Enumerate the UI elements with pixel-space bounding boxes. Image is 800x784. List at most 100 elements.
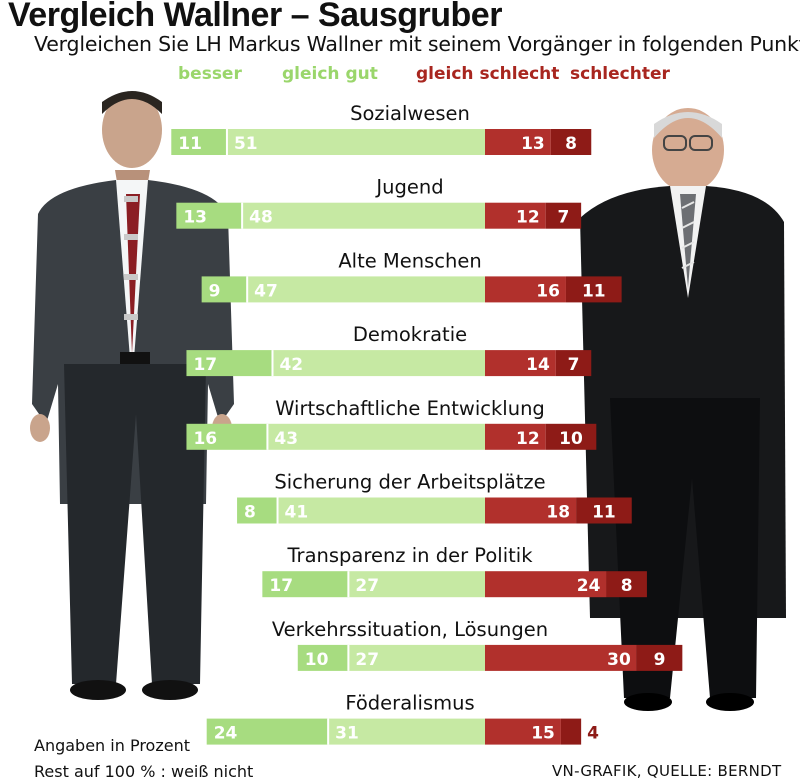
bar-besser [186, 423, 268, 450]
category-label: Föderalismus [345, 692, 474, 715]
chart-subtitle: Vergleichen Sie LH Markus Wallner mit se… [34, 32, 800, 56]
data-label-besser: 11 [178, 134, 202, 154]
bar-gleich-gut [272, 350, 485, 377]
data-label-besser: 8 [244, 503, 256, 523]
data-label-gleich-schlecht: 30 [607, 650, 631, 670]
bar-schlechter [636, 644, 683, 671]
data-label-besser: 17 [269, 576, 293, 596]
data-label-schlechter: 8 [621, 576, 633, 596]
bar-besser [206, 718, 329, 745]
data-label-schlechter: 4 [587, 724, 599, 744]
bar-separator [347, 571, 350, 598]
bar-separator [241, 202, 244, 229]
wallner-photo [30, 91, 234, 700]
category-label: Transparenz in der Politik [287, 544, 534, 567]
data-label-gleich-gut: 51 [234, 134, 258, 154]
bar-schlechter [545, 423, 597, 450]
legend-item-schlechter: schlechter [570, 64, 670, 84]
data-label-gleich-gut: 43 [274, 429, 298, 449]
bar-besser [176, 202, 243, 229]
bar-separator [271, 350, 274, 377]
data-label-besser: 17 [193, 355, 217, 375]
bar-gleich-schlecht [485, 129, 551, 155]
category-label: Demokratie [353, 323, 467, 346]
bar-gleich-schlecht [485, 497, 577, 524]
bar-schlechter [555, 350, 592, 377]
bar-schlechter [550, 129, 592, 155]
legend-item-gleich-gut: gleich gut [282, 64, 378, 84]
data-label-gleich-schlecht: 15 [531, 724, 555, 744]
bar-gleich-gut [328, 718, 485, 745]
data-label-gleich-gut: 27 [355, 576, 379, 596]
legend-item-besser: besser [178, 64, 242, 84]
bar-gleich-schlecht [485, 571, 607, 598]
bar-gleich-schlecht [485, 718, 561, 745]
data-label-gleich-schlecht: 12 [516, 208, 540, 228]
bar-gleich-gut [277, 497, 485, 524]
bar-besser [201, 276, 248, 303]
bar-schlechter [565, 276, 622, 303]
data-label-gleich-gut: 42 [279, 355, 303, 375]
bar-gleich-gut [226, 129, 485, 155]
bar-schlechter [560, 718, 582, 745]
bar-separator [276, 497, 279, 524]
bar-schlechter [576, 497, 632, 524]
bar-gleich-gut [247, 276, 485, 303]
bar-schlechter [606, 571, 647, 598]
unit-note: Angaben in Prozent [34, 736, 190, 755]
category-label: Sicherung der Arbeitsplätze [274, 471, 545, 494]
bar-gleich-gut [348, 644, 485, 671]
data-label-besser: 9 [209, 281, 221, 301]
data-label-gleich-schlecht: 14 [526, 355, 550, 375]
bar-gleich-schlecht [485, 350, 556, 377]
legend-item-gleich-schlecht: gleich schlecht [416, 64, 560, 84]
data-label-schlechter: 9 [654, 650, 666, 670]
category-label: Verkehrssituation, Lösungen [272, 618, 548, 641]
category-label: Wirtschaftliche Entwicklung [275, 397, 545, 420]
source-credit: VN-GRAFIK, QUELLE: BERNDT [552, 762, 782, 780]
bar-separator [246, 276, 249, 303]
data-label-gleich-schlecht: 18 [546, 503, 570, 523]
data-label-besser: 10 [305, 650, 329, 670]
bar-separator [266, 423, 269, 450]
data-label-gleich-schlecht: 24 [577, 576, 601, 596]
data-label-besser: 13 [183, 208, 207, 228]
category-label: Jugend [374, 176, 443, 199]
bar-besser [262, 571, 349, 598]
bar-gleich-gut [267, 423, 485, 450]
category-label: Alte Menschen [338, 249, 481, 272]
bar-separator [347, 644, 350, 671]
bar-gleich-schlecht [485, 423, 546, 450]
data-label-schlechter: 7 [558, 208, 570, 228]
data-label-gleich-schlecht: 12 [516, 429, 540, 449]
bar-separator [327, 718, 330, 745]
bar-besser [186, 350, 273, 377]
chart-title: Vergleich Wallner – Sausgruber [8, 0, 502, 34]
data-label-gleich-gut: 27 [355, 650, 379, 670]
data-label-schlechter: 8 [565, 134, 577, 154]
bar-besser [171, 129, 227, 155]
data-label-gleich-gut: 41 [285, 503, 309, 523]
bar-schlechter [545, 202, 582, 229]
data-label-schlechter: 11 [582, 281, 606, 301]
data-label-schlechter: 7 [568, 355, 580, 375]
data-label-gleich-gut: 48 [249, 208, 273, 228]
data-label-gleich-schlecht: 13 [521, 134, 545, 154]
data-label-schlechter: 10 [559, 429, 583, 449]
bar-besser [237, 497, 278, 524]
bar-gleich-gut [242, 202, 485, 229]
data-label-gleich-gut: 47 [254, 281, 278, 301]
bar-gleich-schlecht [485, 644, 637, 671]
data-label-schlechter: 11 [592, 503, 616, 523]
bar-gleich-gut [348, 571, 485, 598]
bar-besser [297, 644, 349, 671]
remainder-note: Rest auf 100 % : weiß nicht [34, 762, 254, 781]
bar-gleich-schlecht [485, 202, 546, 229]
data-label-besser: 16 [193, 429, 217, 449]
category-label: Sozialwesen [350, 102, 470, 125]
bar-separator [225, 129, 228, 155]
bar-gleich-schlecht [485, 276, 566, 303]
data-label-gleich-gut: 31 [335, 724, 359, 744]
data-label-besser: 24 [214, 724, 238, 744]
